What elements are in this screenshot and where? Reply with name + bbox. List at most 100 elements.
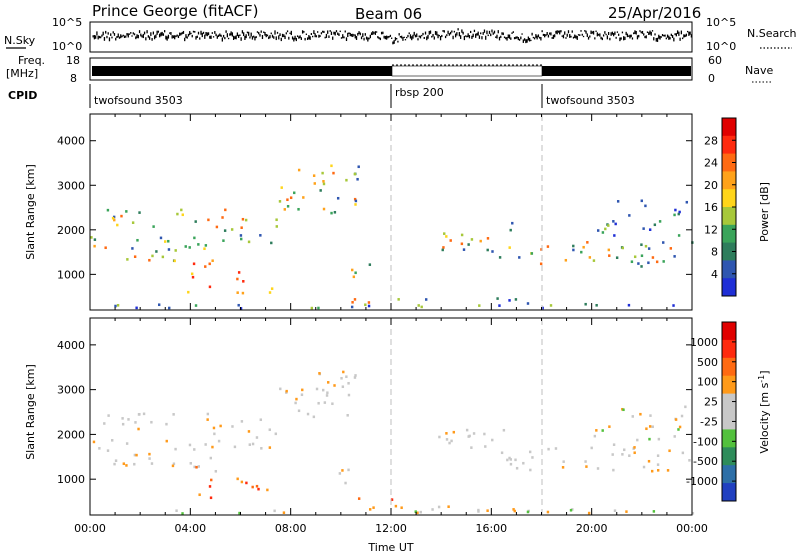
echo-cell [275,218,278,222]
noise-point [480,32,482,35]
echo-cell [300,393,304,397]
noise-point [663,34,665,37]
echo-cell [219,424,222,428]
noise-point [172,35,175,39]
echo-cell [633,451,636,455]
noise-point [237,34,240,38]
echo-cell [651,256,655,259]
noise-point [264,32,266,36]
echo-cell [259,234,262,237]
noise-point [100,36,102,39]
cpid-segment-3: twofsound 3503 [546,94,635,107]
noise-point [448,33,450,36]
colorbar-tick-label: 12 [704,223,718,236]
noise-point [271,34,274,38]
echo-cell [648,437,651,441]
noise-point [496,34,498,39]
noise-point [98,35,101,39]
noise-point [246,31,249,34]
echo-cell [213,432,216,436]
noise-point [217,34,220,37]
noise-point [391,37,393,39]
colorbar-swatch [722,393,736,412]
noise-right-label: N.Search [747,27,797,40]
noise-point [552,34,555,39]
noise-point [419,35,422,39]
echo-cell [286,198,289,202]
echo-cell [347,393,351,397]
noise-point [221,37,223,42]
noise-point [404,39,407,41]
colorbar-swatch [722,278,736,297]
noise-point [576,35,578,40]
beam-title: Beam 06 [355,5,422,23]
echo-cell [142,412,146,416]
noise-point [378,37,380,40]
noise-point [107,32,109,35]
echo-cell [508,299,511,302]
noise-point [293,37,295,42]
echo-cell [121,417,124,420]
noise-point [626,33,629,38]
echo-cell [310,306,314,310]
noise-point [383,35,385,39]
noise-point [174,35,176,40]
noise-point [375,31,378,33]
echo-cell [639,412,642,416]
echo-cell [341,385,345,389]
noise-point [470,30,472,34]
echo-cell [125,442,129,445]
echo-cell [357,165,360,169]
noise-point [146,30,148,34]
noise-point [199,37,201,40]
power-y-label: Slant Range [km] [24,164,37,260]
noise-point [403,36,405,39]
noise-point [394,37,397,41]
noise-point [493,30,496,34]
noise-point [589,35,591,38]
noise-point [560,30,562,33]
noise-point [526,39,528,43]
noise-point [648,32,650,36]
noise-point [643,33,645,36]
noise-point [192,30,195,33]
noise-point [471,35,473,39]
echo-cell [266,488,269,492]
echo-cell [125,210,128,213]
noise-point [497,30,499,34]
echo-cell [193,448,196,451]
noise-point [431,35,433,38]
echo-cell [192,262,196,266]
echo-cell [135,453,138,457]
colorbar-tick-label: 8 [711,246,718,259]
echo-cell [268,291,272,294]
colorbar-swatch [722,357,736,377]
noise-point [481,36,483,40]
noise-point [467,33,469,37]
x-axis-label: Time UT [367,541,413,554]
echo-cell [106,208,110,212]
noise-point [567,30,570,34]
echo-cell [623,448,626,452]
echo-cell [188,246,191,249]
echo-cell [416,511,419,515]
echo-cell [204,443,207,446]
echo-cell [470,238,474,241]
velocity-x-ticks: 00:00 04:00 08:00 12:00 16:00 20:00 00:00 [74,318,708,535]
noise-point [364,33,366,36]
echo-cell [113,462,116,466]
colorbar-swatch [722,118,736,137]
echo-cell [445,438,449,441]
echo-cell [279,387,282,391]
echo-cell [656,454,660,457]
echo-cell [239,234,243,237]
noise-point [301,30,304,34]
colorbar-tick-label: -1000 [686,475,718,488]
echo-cell [511,221,514,225]
noise-point [660,36,662,38]
noise-point [191,34,193,38]
noise-point [452,35,454,40]
date-title: 25/Apr/2016 [608,4,701,22]
echo-cell [628,454,631,457]
noise-point [176,34,178,37]
